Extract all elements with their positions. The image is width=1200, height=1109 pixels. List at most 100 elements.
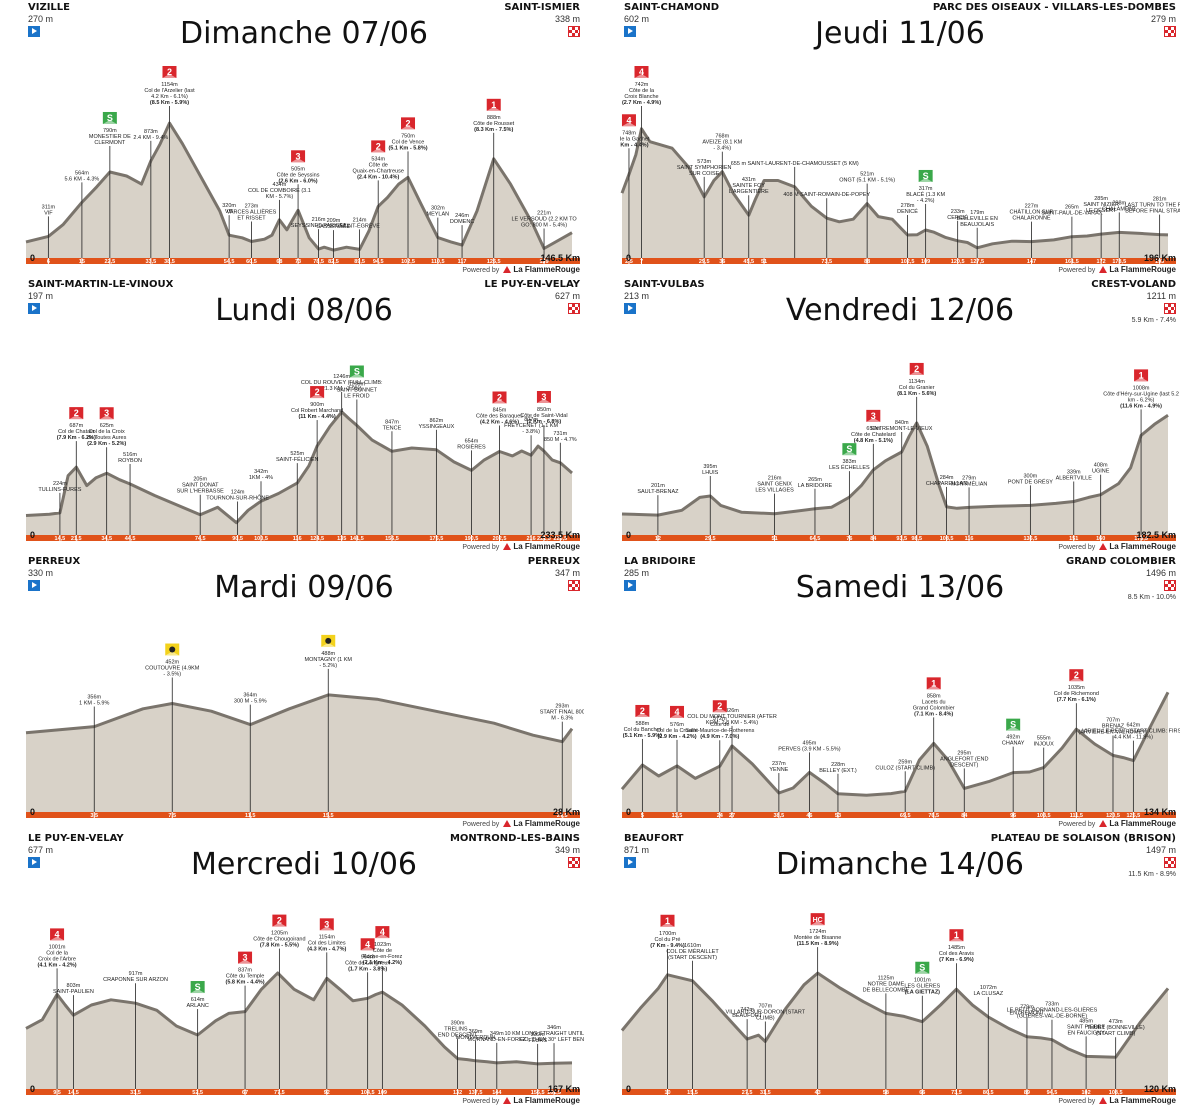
- km-label: 84: [870, 536, 877, 542]
- waypoint-label: COL DE MÉRAILLET: [666, 948, 719, 955]
- climb-label: Col des Limites: [308, 940, 346, 946]
- waypoint-label: - 3.8%): [522, 429, 540, 435]
- finish-flag-icon: [568, 26, 580, 37]
- km-label: 175,5: [429, 536, 443, 542]
- brand-name: La FlammeRouge: [513, 819, 580, 828]
- climb-category-badge: 3: [238, 951, 253, 964]
- waypoint-label: 564m: [75, 170, 89, 176]
- powered-by-text: Powered by: [462, 267, 500, 274]
- svg-text:4: 4: [380, 927, 385, 937]
- svg-text:S: S: [919, 963, 925, 973]
- climb-label: 858m: [927, 693, 941, 699]
- waypoint-label: 779m: [1020, 1005, 1034, 1011]
- km-label: 100,5: [254, 536, 268, 542]
- km-label: 74,5: [195, 536, 206, 542]
- stage-profile-panel: 9,5 14,5 33,5 52,5 67 77,5 92 104,5 109 132 137,5 1…: [24, 831, 584, 1108]
- flamme-rouge-logo-icon: [1099, 266, 1108, 273]
- waypoint-label: CHALAMONT: [1102, 206, 1137, 212]
- climb-category-badge: HC: [810, 913, 825, 926]
- waypoint-label: 214m: [353, 217, 367, 223]
- km-label: 76: [846, 536, 852, 542]
- waypoint-label: LA CLUSAZ: [973, 991, 1003, 997]
- start-location: PERREUX: [28, 556, 81, 567]
- waypoint-label: 284m: [940, 475, 954, 481]
- waypoint-label: VIF: [44, 210, 53, 216]
- finish-altitude: 338 m: [554, 14, 580, 24]
- total-distance: 167 Km: [547, 1084, 580, 1094]
- climb-label: (2.9 Km - 5.2%): [87, 441, 126, 447]
- waypoint-label: SAINT-PAUL-DE-VARAX: [1041, 211, 1103, 217]
- waypoint-label: 346m: [547, 1025, 561, 1031]
- bonus-badge: [165, 643, 180, 656]
- profile-svg: 12 29,5 51 64,5 76 84 93,5 98,5 108,5 116 136,5 151…: [621, 362, 1179, 542]
- waypoint-label: COL DU ROUVEY (FULL CLIMB:: [301, 380, 383, 386]
- climb-label: Col de l'Arzelier (last: [144, 88, 195, 94]
- km-label: 2,5: [625, 259, 633, 265]
- waypoint-label: ANGLEFORT (END: [940, 756, 988, 762]
- km-label: 21,5: [71, 536, 82, 542]
- km-label: 190,5: [465, 536, 479, 542]
- climb-label: (2.6 Km - 6.0%): [279, 178, 318, 184]
- km-label: 69,5: [900, 813, 911, 819]
- km-label: 64,5: [810, 536, 821, 542]
- start-flag-icon: [28, 857, 40, 868]
- km-label: 94,5: [373, 259, 384, 265]
- brand-name: La FlammeRouge: [1109, 819, 1176, 828]
- waypoint-label: INJOUX: [1034, 742, 1055, 748]
- start-location: SAINT-CHAMOND: [624, 2, 720, 13]
- waypoint-label: ENTREMONT: [1010, 1011, 1045, 1017]
- waypoint-label: EN FAUCIGNY: [1067, 1030, 1105, 1036]
- km-label: 60,5: [246, 259, 257, 265]
- waypoint-label: 555m: [1037, 736, 1051, 742]
- climb-label: (11.5 Km - 8.9%): [797, 941, 839, 947]
- waypoint-label: SAINT SYMPHORIEN: [677, 165, 732, 171]
- km-label: 228,5: [553, 536, 567, 542]
- finish-location: CREST-VOLAND: [1091, 279, 1176, 290]
- km-label: 43: [815, 1090, 821, 1096]
- climb-label: Montée de Bisanne: [794, 935, 841, 941]
- waypoint-label: 495m: [803, 740, 817, 746]
- svg-text:2: 2: [717, 701, 722, 711]
- waypoint-label: 339m: [1067, 469, 1081, 475]
- climb-label: (5.8 Km - 4.4%): [225, 980, 264, 986]
- km-label: 144: [492, 1090, 502, 1096]
- km-label: 76,5: [928, 813, 939, 819]
- km-label: 3,5: [90, 813, 98, 819]
- waypoint-label: 573m: [697, 159, 711, 165]
- elevation-area: [26, 694, 572, 812]
- km-label: 90,5: [232, 536, 243, 542]
- waypoint-label: 237m: [772, 761, 786, 767]
- climb-category-badge: 3: [536, 391, 551, 403]
- climb-label: 1001m: [49, 944, 66, 950]
- km-label: 51: [761, 259, 767, 265]
- waypoint-label: 917m: [129, 971, 143, 977]
- waypoint-label: 265m: [1065, 205, 1079, 211]
- climb-label: 614m: [191, 997, 205, 1003]
- climb-label: 845m: [493, 407, 507, 413]
- climb-label: Col de Chatain: [58, 429, 94, 435]
- km-label: 127,5: [970, 259, 984, 265]
- waypoint-label: 1610m: [684, 943, 701, 949]
- elevation-area: [622, 415, 1168, 535]
- climb-label: (2 Km - 6.8%): [527, 419, 562, 425]
- climb-label: (1.7 Km - 3.8%): [348, 966, 387, 972]
- km-label: 151: [1069, 536, 1078, 542]
- svg-text:3: 3: [296, 151, 301, 161]
- waypoint-label: ENTREMONT-LE-VIEUX: [871, 426, 933, 432]
- svg-text:2: 2: [406, 118, 411, 128]
- climb-category-badge: 4: [50, 928, 65, 941]
- climb-label: 488m: [321, 651, 335, 657]
- climb-label: 572m: [713, 716, 727, 722]
- climb-category-badge: 4: [621, 114, 636, 127]
- km-label: 116: [965, 536, 974, 542]
- km-label: 27: [729, 813, 735, 819]
- waypoint-label: START FINAL 800: [540, 710, 584, 716]
- powered-by: Powered by La FlammeRouge: [1058, 265, 1176, 274]
- climb-label: (2.7 Km - 4.9%): [622, 100, 661, 106]
- climb-label: Croix de l'Arbre: [38, 956, 76, 962]
- climb-label: LES GLIÈRES: [904, 983, 940, 990]
- climb-category-badge: 3: [99, 407, 114, 420]
- waypoint-label: 807m: [524, 417, 538, 423]
- brand-name: La FlammeRouge: [513, 1096, 580, 1105]
- powered-by-text: Powered by: [1058, 821, 1096, 828]
